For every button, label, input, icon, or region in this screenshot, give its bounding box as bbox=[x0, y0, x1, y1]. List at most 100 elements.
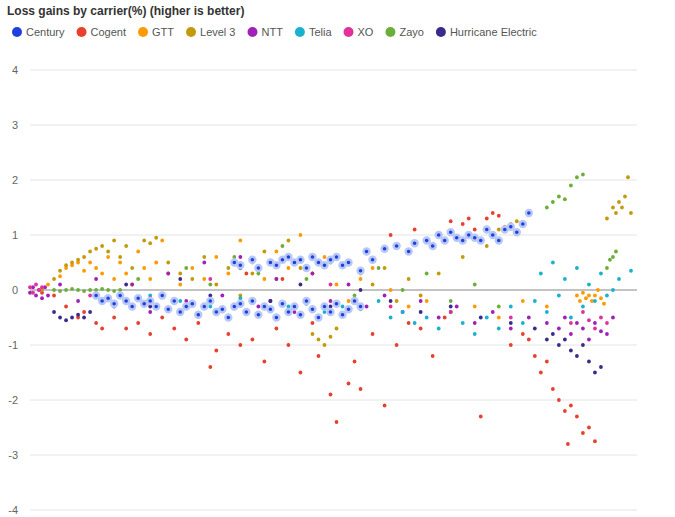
point bbox=[581, 343, 585, 347]
point bbox=[479, 415, 483, 419]
point bbox=[208, 283, 212, 287]
point bbox=[94, 266, 98, 270]
point bbox=[358, 268, 364, 274]
legend-swatch bbox=[344, 27, 354, 37]
point bbox=[617, 200, 621, 204]
point bbox=[401, 310, 405, 314]
point bbox=[347, 382, 351, 386]
point bbox=[106, 255, 110, 259]
page: {"chart_data": {"type": "scatter", "titl… bbox=[0, 0, 675, 517]
point bbox=[37, 288, 41, 292]
point bbox=[249, 257, 255, 263]
point bbox=[473, 283, 477, 287]
point bbox=[195, 312, 201, 318]
point bbox=[473, 228, 477, 232]
point bbox=[340, 312, 346, 318]
point bbox=[593, 294, 597, 298]
point bbox=[64, 305, 68, 309]
point bbox=[184, 338, 188, 342]
point bbox=[58, 274, 62, 278]
point bbox=[52, 288, 56, 292]
point bbox=[327, 309, 333, 315]
point bbox=[219, 306, 225, 312]
point bbox=[154, 261, 158, 265]
point bbox=[275, 327, 279, 331]
point bbox=[581, 431, 585, 435]
point bbox=[64, 263, 68, 267]
point bbox=[124, 283, 128, 287]
point bbox=[406, 249, 412, 255]
point bbox=[299, 283, 303, 287]
point bbox=[105, 295, 111, 301]
point bbox=[148, 332, 152, 336]
point bbox=[605, 294, 609, 298]
point bbox=[160, 239, 164, 243]
point bbox=[599, 272, 603, 276]
point bbox=[214, 349, 218, 353]
grid bbox=[30, 70, 637, 510]
point bbox=[34, 283, 38, 287]
point bbox=[484, 227, 490, 233]
point bbox=[135, 295, 141, 301]
point bbox=[389, 233, 393, 237]
point bbox=[533, 299, 537, 303]
point bbox=[237, 301, 243, 307]
point bbox=[311, 272, 315, 276]
point bbox=[130, 283, 134, 287]
point bbox=[34, 294, 38, 298]
point bbox=[118, 261, 122, 265]
point bbox=[172, 327, 176, 331]
point bbox=[593, 321, 597, 325]
point bbox=[614, 250, 618, 254]
point bbox=[40, 285, 44, 289]
point bbox=[587, 426, 591, 430]
point bbox=[455, 305, 459, 309]
point bbox=[196, 321, 200, 325]
point bbox=[497, 228, 501, 232]
point bbox=[419, 294, 423, 298]
y-tick-label: 1 bbox=[12, 229, 18, 241]
point bbox=[52, 277, 56, 281]
point bbox=[268, 299, 272, 303]
legend-label: Century bbox=[26, 26, 65, 38]
point bbox=[509, 343, 513, 347]
point bbox=[279, 301, 285, 307]
point bbox=[569, 332, 573, 336]
point bbox=[255, 312, 261, 318]
point bbox=[623, 195, 627, 199]
legend-label: Telia bbox=[309, 26, 333, 38]
point bbox=[545, 305, 549, 309]
point bbox=[521, 332, 525, 336]
point bbox=[226, 332, 230, 336]
point bbox=[100, 272, 104, 276]
point bbox=[449, 305, 453, 309]
point bbox=[359, 288, 363, 292]
point bbox=[569, 404, 573, 408]
point bbox=[425, 299, 429, 303]
series bbox=[93, 210, 532, 321]
legend-swatch bbox=[385, 27, 395, 37]
point bbox=[569, 321, 573, 325]
point bbox=[569, 184, 573, 188]
point bbox=[581, 291, 585, 295]
point bbox=[309, 306, 315, 312]
y-tick-label: 3 bbox=[12, 119, 18, 131]
point bbox=[437, 316, 441, 320]
point bbox=[581, 327, 585, 331]
grid-line bbox=[30, 400, 637, 401]
point bbox=[545, 360, 549, 364]
point bbox=[76, 313, 80, 317]
point bbox=[250, 338, 254, 342]
point bbox=[124, 272, 128, 276]
point bbox=[226, 272, 230, 276]
point bbox=[563, 197, 567, 201]
point bbox=[521, 321, 525, 325]
series bbox=[28, 277, 609, 330]
point bbox=[412, 240, 418, 246]
point bbox=[148, 277, 152, 281]
point bbox=[94, 247, 98, 251]
point bbox=[94, 277, 98, 281]
point bbox=[479, 316, 483, 320]
point bbox=[371, 332, 375, 336]
point bbox=[88, 250, 92, 254]
